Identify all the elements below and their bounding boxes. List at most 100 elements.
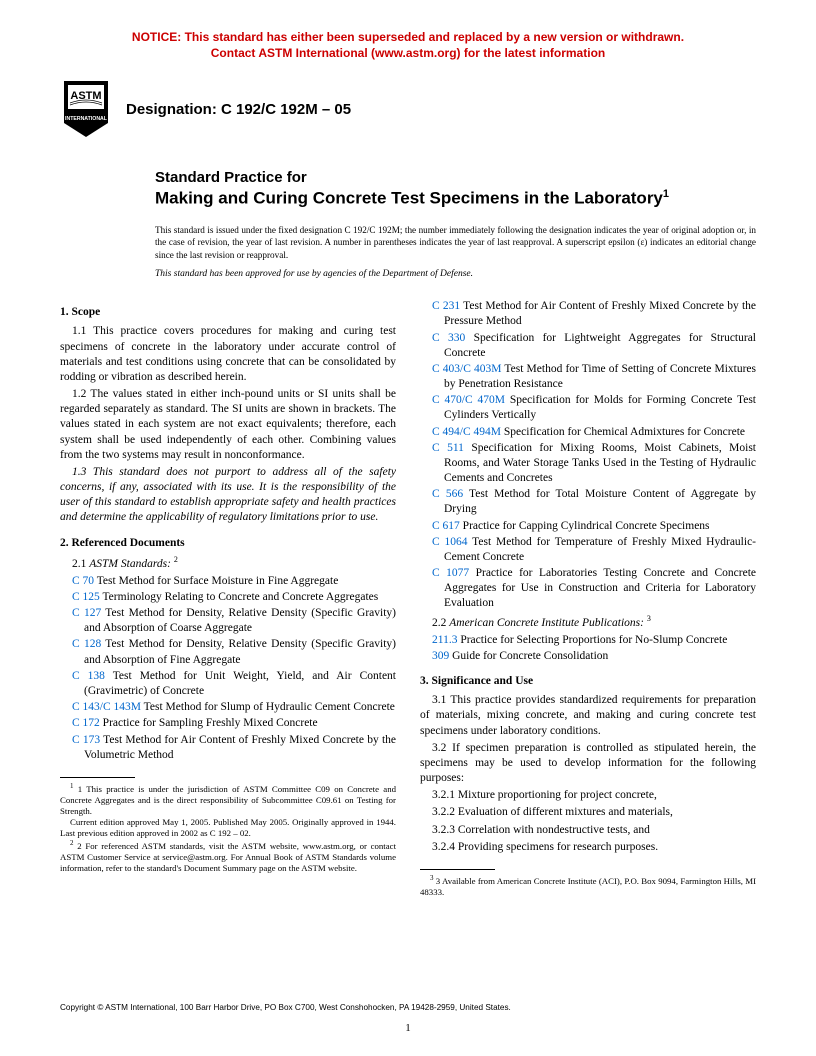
refs-aci-list: 211.3 Practice for Selecting Proportions… bbox=[420, 633, 756, 664]
sig-b2: 3.2.2 Evaluation of different mixtures a… bbox=[420, 805, 756, 820]
refs-fn3-mark: 3 bbox=[647, 614, 651, 623]
ref-item: C 127 Test Method for Density, Relative … bbox=[60, 606, 396, 636]
title-block: Standard Practice for Making and Curing … bbox=[155, 169, 756, 210]
refs-head: 2. Referenced Documents bbox=[60, 536, 396, 551]
header-row: ASTM INTERNATIONAL Designation: C 192/C … bbox=[60, 79, 756, 139]
ref-code[interactable]: C 617 bbox=[432, 520, 460, 532]
ref-text: Test Method for Unit Weight, Yield, and … bbox=[84, 670, 396, 697]
body-columns: 1. Scope 1.1 This practice covers proced… bbox=[60, 299, 756, 898]
ref-code[interactable]: C 330 bbox=[432, 332, 465, 344]
footnote-2-text: 2 For referenced ASTM standards, visit t… bbox=[60, 841, 396, 873]
ref-item: C 128 Test Method for Density, Relative … bbox=[60, 637, 396, 667]
footnote-1b: Current edition approved May 1, 2005. Pu… bbox=[60, 817, 396, 839]
ref-item: C 173 Test Method for Air Content of Fre… bbox=[60, 733, 396, 763]
ref-item: C 1064 Test Method for Temperature of Fr… bbox=[420, 535, 756, 565]
ref-item: C 617 Practice for Capping Cylindrical C… bbox=[420, 519, 756, 534]
sig-head: 3. Significance and Use bbox=[420, 674, 756, 689]
ref-text: Test Method for Density, Relative Densit… bbox=[84, 638, 396, 665]
scope-head: 1. Scope bbox=[60, 305, 396, 320]
sig-b3: 3.2.3 Correlation with nondestructive te… bbox=[420, 823, 756, 838]
sig-p2: 3.2 If specimen preparation is controlle… bbox=[420, 741, 756, 787]
ref-item: 211.3 Practice for Selecting Proportions… bbox=[420, 633, 756, 648]
designation: Designation: C 192/C 192M – 05 bbox=[126, 101, 351, 118]
ref-text: Specification for Lightweight Aggregates… bbox=[444, 332, 756, 359]
ref-code[interactable]: C 128 bbox=[72, 638, 101, 650]
left-column: 1. Scope 1.1 This practice covers proced… bbox=[60, 299, 396, 898]
ref-item: C 566 Test Method for Total Moisture Con… bbox=[420, 487, 756, 517]
ref-text: Test Method for Total Moisture Content o… bbox=[444, 488, 756, 515]
footnote-3-text: 3 Available from American Concrete Insti… bbox=[420, 876, 756, 897]
ref-code[interactable]: C 470/C 470M bbox=[432, 394, 505, 406]
title-footnote-mark: 1 bbox=[663, 188, 669, 200]
ref-text: Test Method for Air Content of Freshly M… bbox=[84, 734, 396, 761]
ref-code[interactable]: C 125 bbox=[72, 591, 100, 603]
ref-code[interactable]: C 127 bbox=[72, 607, 101, 619]
ref-text: Test Method for Density, Relative Densit… bbox=[84, 607, 396, 634]
refs-sub2-text: 2.2 American Concrete Institute Publicat… bbox=[432, 616, 644, 628]
refs-left-list: C 70 Test Method for Surface Moisture in… bbox=[60, 574, 396, 763]
refs-sub1-text: 2.1 ASTM Standards: bbox=[72, 558, 171, 570]
ref-item: C 330 Specification for Lightweight Aggr… bbox=[420, 331, 756, 361]
footnote-1: 1 1 This practice is under the jurisdict… bbox=[60, 782, 396, 817]
right-column: C 231 Test Method for Air Content of Fre… bbox=[420, 299, 756, 898]
ref-item: C 470/C 470M Specification for Molds for… bbox=[420, 393, 756, 423]
ref-text: Test Method for Slump of Hydraulic Cemen… bbox=[141, 701, 395, 713]
ref-item: C 1077 Practice for Laboratories Testing… bbox=[420, 566, 756, 612]
ref-text: Specification for Chemical Admixtures fo… bbox=[501, 426, 745, 438]
ref-item: C 172 Practice for Sampling Freshly Mixe… bbox=[60, 716, 396, 731]
ref-code[interactable]: C 231 bbox=[432, 300, 460, 312]
footnote-2: 2 2 For referenced ASTM standards, visit… bbox=[60, 839, 396, 874]
ref-item: C 138 Test Method for Unit Weight, Yield… bbox=[60, 669, 396, 699]
refs-right-list: C 231 Test Method for Air Content of Fre… bbox=[420, 299, 756, 611]
ref-code[interactable]: C 172 bbox=[72, 717, 100, 729]
ref-text: Test Method for Surface Moisture in Fine… bbox=[94, 575, 338, 587]
refs-fn2-mark: 2 bbox=[174, 555, 178, 564]
sig-p1: 3.1 This practice provides standardized … bbox=[420, 693, 756, 739]
issuance-note: This standard is issued under the fixed … bbox=[155, 224, 756, 261]
title-main-text: Making and Curing Concrete Test Specimen… bbox=[155, 189, 663, 208]
footnote-rule-left bbox=[60, 777, 135, 778]
title-main: Making and Curing Concrete Test Specimen… bbox=[155, 187, 756, 210]
ref-item: C 403/C 403M Test Method for Time of Set… bbox=[420, 362, 756, 392]
scope-p2: 1.2 The values stated in either inch-pou… bbox=[60, 387, 396, 463]
ref-text: Practice for Sampling Freshly Mixed Conc… bbox=[100, 717, 318, 729]
ref-text: Practice for Laboratories Testing Concre… bbox=[444, 567, 756, 609]
page-number: 1 bbox=[0, 1022, 816, 1034]
ref-code[interactable]: C 494/C 494M bbox=[432, 426, 501, 438]
footnote-rule-right bbox=[420, 869, 495, 870]
ref-text: Terminology Relating to Concrete and Con… bbox=[100, 591, 378, 603]
ref-text: Test Method for Air Content of Freshly M… bbox=[444, 300, 756, 327]
sig-b4: 3.2.4 Providing specimens for research p… bbox=[420, 840, 756, 855]
scope-p1: 1.1 This practice covers procedures for … bbox=[60, 324, 396, 385]
ref-item: C 231 Test Method for Air Content of Fre… bbox=[420, 299, 756, 329]
dod-approval: This standard has been approved for use … bbox=[155, 269, 756, 279]
ref-code[interactable]: C 1064 bbox=[432, 536, 468, 548]
ref-code[interactable]: C 403/C 403M bbox=[432, 363, 502, 375]
ref-code[interactable]: 309 bbox=[432, 650, 449, 662]
ref-code[interactable]: 211.3 bbox=[432, 634, 457, 646]
refs-sub2: 2.2 American Concrete Institute Publicat… bbox=[420, 614, 756, 631]
ref-code[interactable]: C 566 bbox=[432, 488, 463, 500]
ref-code[interactable]: C 173 bbox=[72, 734, 100, 746]
ref-text: Specification for Mixing Rooms, Moist Ca… bbox=[444, 442, 756, 484]
title-supertitle: Standard Practice for bbox=[155, 169, 756, 187]
svg-text:INTERNATIONAL: INTERNATIONAL bbox=[65, 116, 108, 122]
ref-code[interactable]: C 511 bbox=[432, 442, 464, 454]
scope-p3: 1.3 This standard does not purport to ad… bbox=[60, 465, 396, 526]
astm-logo: ASTM INTERNATIONAL bbox=[60, 79, 112, 139]
notice-line2: Contact ASTM International (www.astm.org… bbox=[211, 46, 605, 60]
ref-item: C 125 Terminology Relating to Concrete a… bbox=[60, 590, 396, 605]
ref-text: Test Method for Temperature of Freshly M… bbox=[444, 536, 756, 563]
ref-code[interactable]: C 70 bbox=[72, 575, 94, 587]
footnote-3: 3 3 Available from American Concrete Ins… bbox=[420, 874, 756, 898]
ref-code[interactable]: C 1077 bbox=[432, 567, 469, 579]
ref-item: C 70 Test Method for Surface Moisture in… bbox=[60, 574, 396, 589]
copyright: Copyright © ASTM International, 100 Barr… bbox=[60, 1003, 511, 1012]
sig-b1: 3.2.1 Mixture proportioning for project … bbox=[420, 788, 756, 803]
ref-code[interactable]: C 143/C 143M bbox=[72, 701, 141, 713]
ref-item: C 511 Specification for Mixing Rooms, Mo… bbox=[420, 441, 756, 487]
notice-banner: NOTICE: This standard has either been su… bbox=[60, 30, 756, 61]
refs-sub1: 2.1 ASTM Standards: 2 bbox=[60, 555, 396, 572]
ref-code[interactable]: C 138 bbox=[72, 670, 105, 682]
ref-text: Guide for Concrete Consolidation bbox=[449, 650, 608, 662]
